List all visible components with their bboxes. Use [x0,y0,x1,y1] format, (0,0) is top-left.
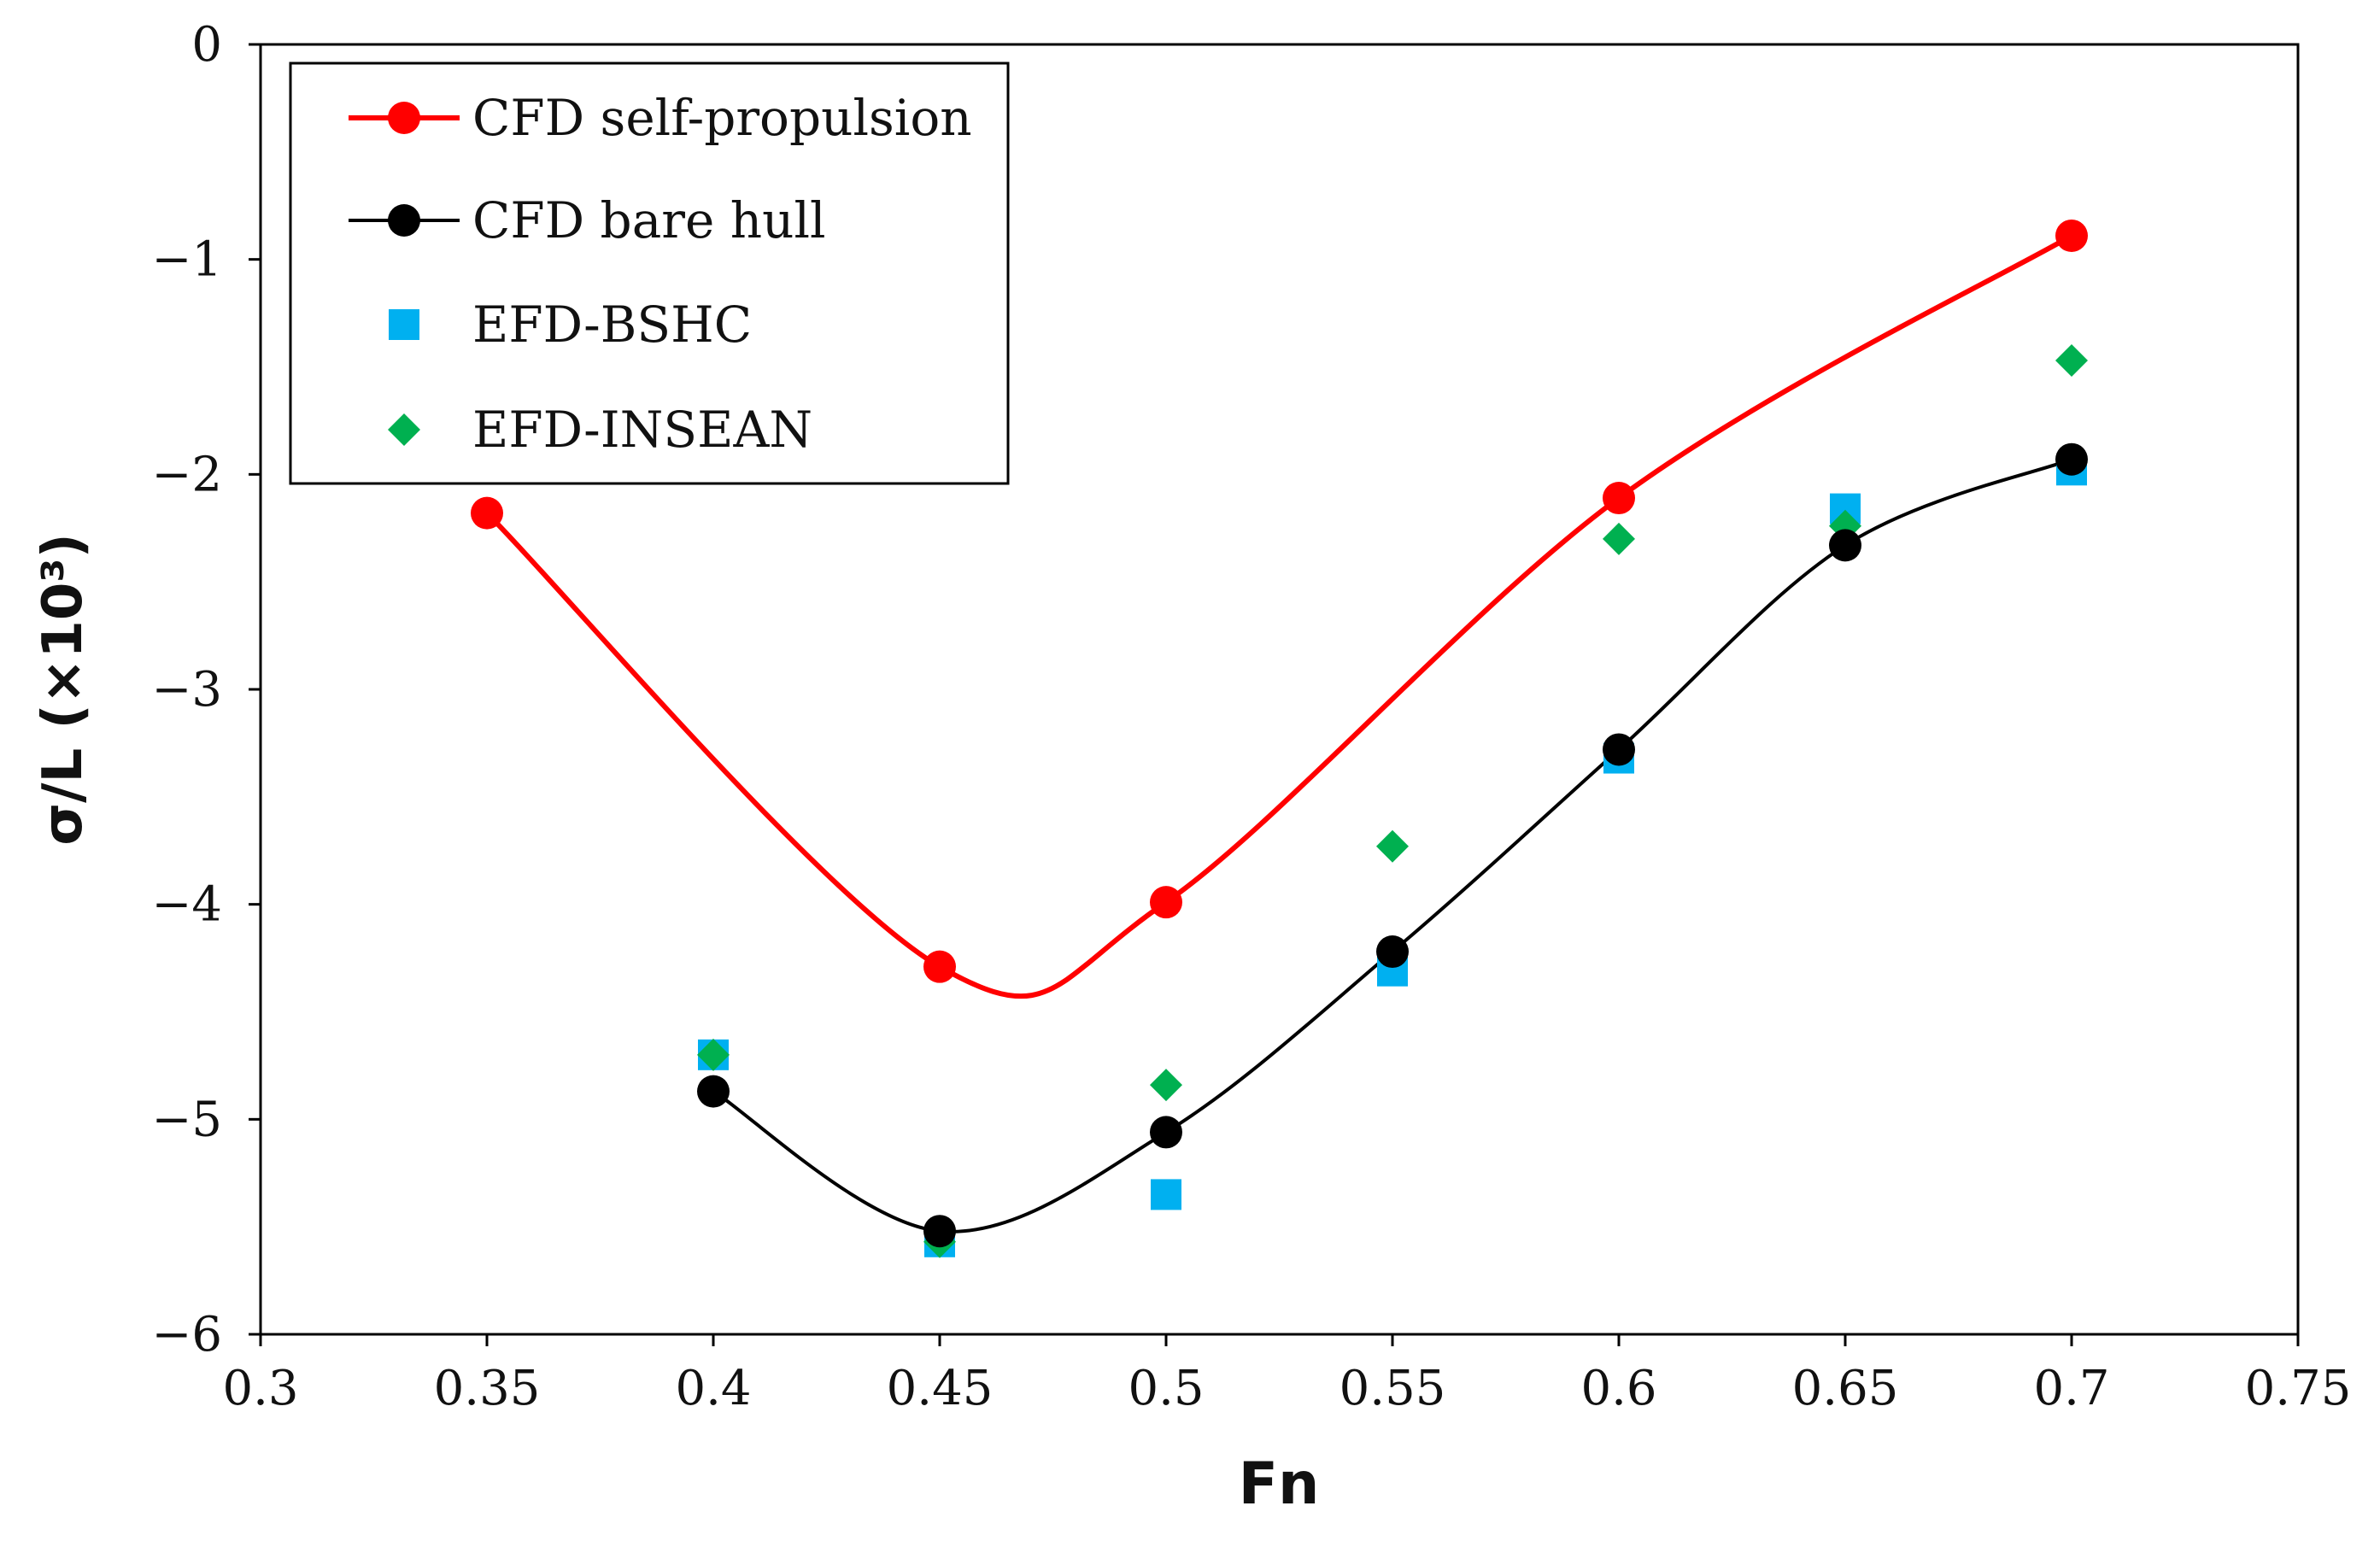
x-tick-label: 0.65 [1792,1361,1899,1416]
data-point [1376,829,1409,863]
x-tick-label: 0.55 [1339,1361,1446,1416]
data-point [697,1038,730,1071]
y-tick-label: −2 [151,447,222,502]
y-tick-label: −4 [151,877,222,933]
y-tick-label: −6 [151,1307,222,1362]
data-point [1150,1116,1182,1149]
y-tick-label: −1 [151,232,222,288]
x-tick-label: 0.4 [675,1361,751,1416]
x-tick-label: 0.6 [1580,1361,1656,1416]
x-tick-label: 0.3 [222,1361,298,1416]
axis-ticks: 0.3 0.35 0.4 0.45 0.5 0.55 0.6 0.65 0.7 0.75 0 −1 −2… [151,17,2351,1416]
legend-swatch-marker [388,204,420,237]
legend-box [289,62,1010,485]
data-point [2055,219,2088,252]
x-tick-label: 0.75 [2245,1361,2352,1416]
data-point [2055,442,2088,476]
data-point [1151,1179,1181,1210]
y-axis-title: σ/L (×10³) [32,533,95,846]
x-tick-label: 0.7 [2033,1361,2109,1416]
data-point [1150,1069,1182,1102]
x-tick-label: 0.45 [887,1361,994,1416]
y-tick-label: −5 [151,1092,222,1147]
legend-swatch-marker [389,309,419,340]
data-point [923,1215,956,1248]
data-point [471,496,503,530]
series-markers [471,219,2088,1258]
data-point [1376,935,1409,969]
legend-swatch-marker [388,102,420,134]
legend: CFD self-propulsion CFD bare hull EFD-BSHC… [289,62,1010,485]
data-point [923,950,956,983]
data-point [2055,343,2088,377]
data-point [1603,522,1635,555]
x-tick-label: 0.5 [1128,1361,1204,1416]
y-tick-label: −3 [151,662,222,718]
x-tick-label: 0.35 [434,1361,541,1416]
y-tick-label: 0 [191,17,222,73]
data-point [1150,886,1182,919]
legend-label: EFD-BSHC [472,296,752,354]
data-point [1603,733,1635,766]
legend-label: EFD-INSEAN [472,401,812,459]
legend-swatch-marker [388,413,420,446]
data-point [1603,482,1635,515]
legend-label: CFD bare hull [472,191,826,249]
x-axis-title: Fn [1239,1450,1320,1518]
legend-label: CFD self-propulsion [472,89,972,147]
data-point [1829,529,1861,562]
data-point [697,1075,730,1108]
